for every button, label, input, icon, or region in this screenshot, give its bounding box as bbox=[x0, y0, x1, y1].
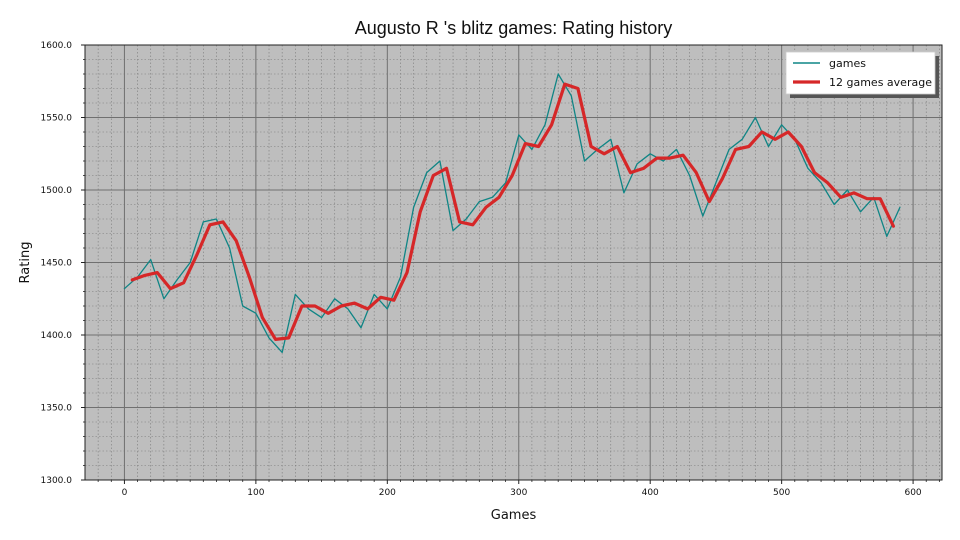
y-tick-label: 1350.0 bbox=[41, 404, 73, 414]
x-tick-label: 200 bbox=[379, 488, 396, 498]
y-axis-label: Rating bbox=[18, 242, 33, 284]
series-line-games bbox=[123, 73, 901, 354]
x-tick-label: 0 bbox=[122, 488, 128, 498]
legend: games 12 games average bbox=[785, 51, 939, 98]
x-tick-label: 100 bbox=[247, 488, 264, 498]
grid bbox=[85, 44, 942, 481]
legend-box bbox=[785, 51, 936, 95]
y-tick-label: 1400.0 bbox=[41, 331, 73, 341]
series-line-average bbox=[130, 82, 896, 341]
x-tick-label: 500 bbox=[773, 488, 790, 498]
y-tick-label: 1300.0 bbox=[41, 476, 73, 486]
y-tick-label: 1500.0 bbox=[41, 186, 73, 196]
y-tick-label: 1450.0 bbox=[41, 259, 73, 269]
chart-title: Augusto R 's blitz games: Rating history bbox=[355, 18, 673, 38]
x-tick-label: 400 bbox=[642, 488, 659, 498]
x-tick-label: 300 bbox=[510, 488, 527, 498]
y-tick-label: 1550.0 bbox=[41, 114, 73, 124]
series-lines bbox=[123, 73, 901, 354]
legend-label-games: games bbox=[829, 57, 866, 70]
legend-label-average: 12 games average bbox=[829, 76, 932, 89]
x-axis-label: Games bbox=[491, 508, 537, 523]
x-tick-label: 600 bbox=[904, 488, 921, 498]
axis-ticks: 0 100 200 300 400 500 600 1300.0 1350.0 1400.0 145… bbox=[41, 41, 940, 498]
y-tick-label: 1600.0 bbox=[41, 41, 73, 51]
